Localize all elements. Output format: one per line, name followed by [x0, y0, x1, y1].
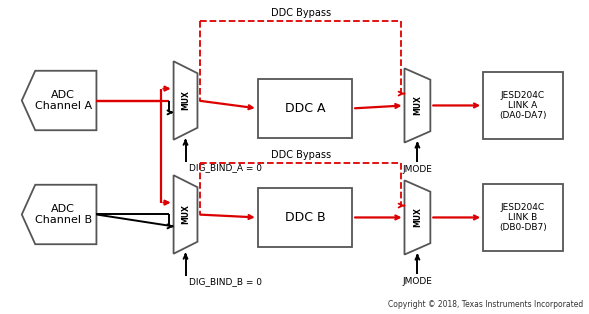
Bar: [257, 79, 352, 138]
Text: MUX: MUX: [413, 208, 422, 227]
Text: ADC
Channel A: ADC Channel A: [35, 90, 92, 111]
Bar: [483, 72, 562, 139]
Text: MUX: MUX: [181, 204, 190, 225]
Text: MUX: MUX: [181, 90, 190, 111]
Text: ADC
Channel B: ADC Channel B: [35, 204, 92, 225]
Text: JESD204C
LINK B
(DB0-DB7): JESD204C LINK B (DB0-DB7): [499, 203, 547, 232]
Text: JESD204C
LINK A
(DA0-DA7): JESD204C LINK A (DA0-DA7): [499, 90, 547, 120]
Text: DIG_BIND_A = 0: DIG_BIND_A = 0: [190, 164, 263, 172]
Text: JMODE: JMODE: [402, 277, 432, 286]
Text: DDC A: DDC A: [284, 102, 325, 115]
Text: Copyright © 2018, Texas Instruments Incorporated: Copyright © 2018, Texas Instruments Inco…: [388, 300, 584, 309]
Text: DDC Bypass: DDC Bypass: [271, 8, 331, 18]
Text: MUX: MUX: [413, 95, 422, 116]
Text: DIG_BIND_B = 0: DIG_BIND_B = 0: [190, 278, 263, 286]
Text: DDC Bypass: DDC Bypass: [271, 150, 331, 160]
Text: JMODE: JMODE: [402, 165, 432, 174]
Bar: [257, 188, 352, 247]
Bar: [483, 184, 562, 251]
Text: DDC B: DDC B: [284, 211, 325, 224]
